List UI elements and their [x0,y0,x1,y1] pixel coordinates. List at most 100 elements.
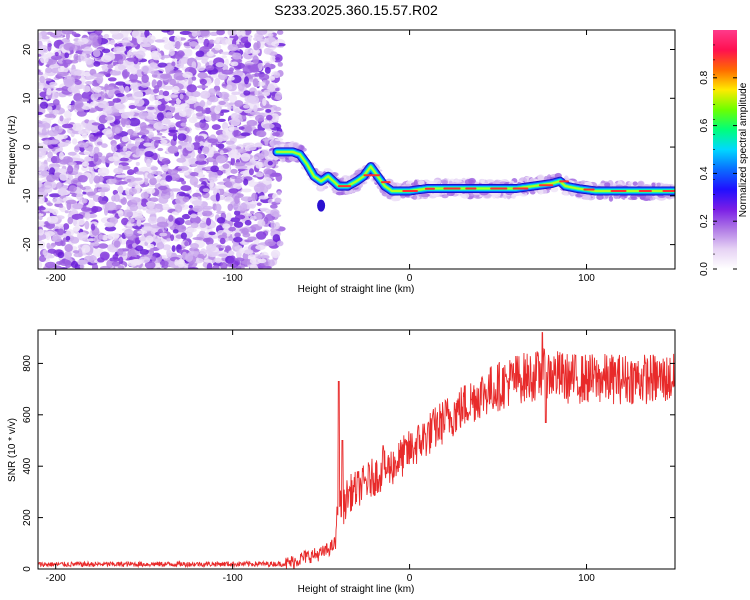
noise-speckle [216,37,220,43]
track-halo [563,190,568,195]
noise-speckle [157,222,169,228]
noise-speckle [44,181,54,188]
noise-speckle [67,165,73,174]
noise-speckle [158,186,168,190]
noise-speckle [70,69,82,76]
noise-speckle [244,95,256,103]
noise-speckle [168,146,179,154]
noise-speckle [132,259,143,265]
noise-speckle [95,28,103,34]
noise-speckle [45,114,56,118]
noise-speckle [208,177,218,182]
noise-speckle [270,55,276,62]
noise-speckle [196,136,202,140]
noise-speckle [97,257,105,262]
noise-speckle [44,253,52,259]
noise-speckle [118,59,123,64]
noise-speckle [208,231,215,235]
noise-speckle [99,175,104,182]
noise-speckle [145,151,154,157]
noise-speckle [93,73,105,77]
noise-speckle [182,72,193,79]
noise-speckle [64,52,69,58]
noise-speckle [200,79,207,85]
noise-speckle [73,41,85,45]
noise-speckle [181,232,187,239]
noise-speckle [127,129,134,135]
noise-speckle [191,222,199,228]
noise-speckle [36,54,42,57]
noise-speckle [170,188,181,192]
noise-speckle [190,214,197,219]
y-tick-label: 600 [22,406,33,423]
noise-speckle [75,80,82,85]
noise-speckle [127,179,132,182]
noise-speckle [66,201,71,210]
noise-speckle [266,115,273,121]
track-halo [391,196,401,201]
noise-speckle [215,62,224,67]
noise-speckle [256,172,264,177]
noise-speckle [182,57,188,64]
noise-speckle [260,207,269,211]
noise-speckle [180,94,184,100]
noise-speckle [234,221,243,227]
noise-speckle [174,54,182,59]
noise-speckle [154,85,159,91]
noise-speckle [98,167,109,176]
noise-speckle [40,102,48,109]
noise-speckle [188,136,192,144]
noise-speckle [39,85,44,90]
noise-speckle [45,78,52,81]
noise-speckle [238,83,245,91]
noise-speckle [151,166,159,170]
noise-speckle [82,133,87,138]
noise-speckle [192,113,196,122]
noise-speckle [117,248,123,255]
noise-speckle [189,41,198,47]
noise-speckle [165,175,172,182]
noise-speckle [180,185,191,191]
track-halo [633,181,638,185]
noise-speckle [267,84,275,93]
noise-speckle [91,223,95,230]
noise-speckle [233,205,243,211]
noise-speckle [55,52,59,56]
noise-speckle [59,173,68,181]
noise-speckle [178,133,187,141]
noise-speckle [59,205,63,208]
noise-speckle [277,191,281,195]
noise-speckle [170,191,174,200]
noise-speckle [245,220,252,226]
noise-speckle [114,104,124,110]
noise-speckle [253,42,259,50]
noise-speckle [139,237,147,242]
noise-speckle [241,196,253,201]
noise-speckle [262,177,272,185]
noise-speckle [123,146,127,152]
x-tick-label: 0 [407,573,413,584]
noise-speckle [275,57,280,60]
noise-speckle [162,264,168,268]
noise-speckle [49,209,55,213]
noise-speckle [159,233,167,237]
noise-speckle [56,182,62,188]
noise-speckle [197,72,207,78]
noise-speckle [248,35,252,42]
noise-speckle [150,70,159,74]
noise-speckle [250,112,261,115]
noise-speckle [270,204,278,209]
noise-speckle [218,101,225,105]
noise-speckle [273,72,280,78]
noise-speckle [98,104,108,108]
noise-speckle [71,261,78,268]
noise-speckle [82,162,89,167]
noise-speckle [57,229,64,236]
noise-speckle [254,90,258,95]
noise-speckle [97,188,108,192]
noise-speckle [238,126,244,130]
noise-speckle [227,105,232,110]
noise-speckle [255,162,262,169]
noise-speckle [127,196,134,200]
